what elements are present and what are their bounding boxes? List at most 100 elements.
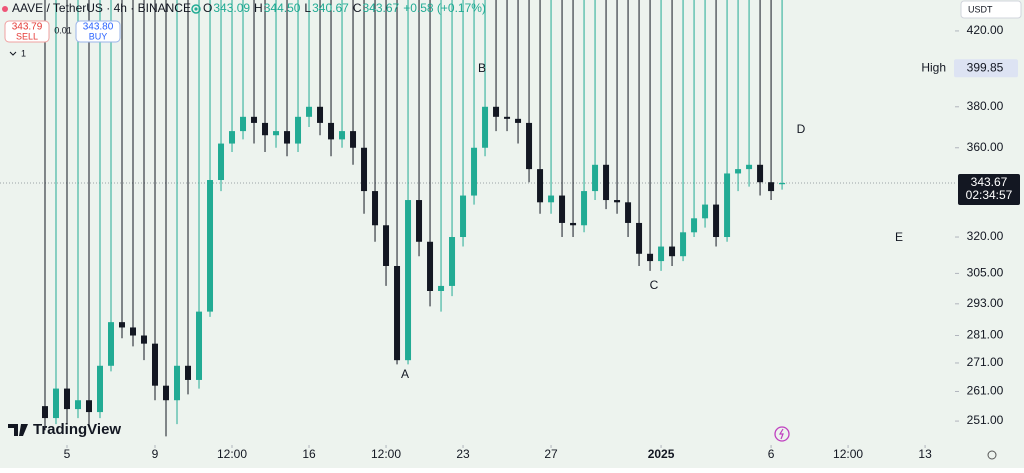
candle-body xyxy=(526,122,533,170)
candle-body xyxy=(85,400,92,413)
y-tick-label: 293.00 xyxy=(967,296,1004,310)
sell-button[interactable] xyxy=(4,20,50,43)
candle-body xyxy=(713,204,720,238)
candle-body xyxy=(207,180,214,312)
symbol: AAVE / TetherUS · 4h · BINANCE xyxy=(12,1,191,15)
brand: TradingView xyxy=(33,421,121,438)
x-tick-label: 12:00 xyxy=(833,447,863,461)
ohlc-value: 340.67 xyxy=(312,1,349,15)
y-tick-label: 271.00 xyxy=(967,355,1004,369)
candle-body xyxy=(559,195,566,223)
spread: 0.01 xyxy=(54,25,72,35)
candle-body xyxy=(581,191,588,226)
candle-body xyxy=(218,143,225,181)
candle-body xyxy=(603,164,610,201)
candle-body xyxy=(394,265,401,361)
buy-button[interactable] xyxy=(75,20,121,43)
candle-body xyxy=(746,164,753,170)
candle-body xyxy=(636,222,643,254)
wave-label: A xyxy=(401,367,409,381)
y-tick-label: 380.00 xyxy=(967,99,1004,113)
candle-body xyxy=(416,200,423,242)
ohlc-key: C xyxy=(353,1,362,15)
x-tick-label: 12:00 xyxy=(371,447,401,461)
candle-body xyxy=(614,200,621,203)
candle-body xyxy=(339,131,346,140)
x-tick-label: 6 xyxy=(768,447,775,461)
candle-body xyxy=(471,147,478,196)
candle-body xyxy=(273,131,280,136)
candle-body xyxy=(460,195,467,238)
ohlc-value: 343.09 xyxy=(213,1,250,15)
candle-body xyxy=(537,169,544,203)
indicators-count: 1 xyxy=(21,48,26,58)
candle-body xyxy=(63,388,70,410)
sell-label: SELL xyxy=(16,31,38,41)
symbol-icon xyxy=(2,6,8,12)
x-tick-label: 23 xyxy=(456,447,470,461)
ohlc-value: 343.67 xyxy=(362,1,399,15)
candle-body xyxy=(74,400,81,410)
change: +0.58 (+0.17%) xyxy=(403,1,486,15)
candle-body xyxy=(768,182,775,192)
x-tick-label: 27 xyxy=(544,447,558,461)
candle-body xyxy=(427,241,434,291)
currency-button[interactable] xyxy=(960,0,1022,19)
currency: USDT xyxy=(968,4,993,14)
candle-body xyxy=(328,122,335,140)
candle-body xyxy=(779,182,786,185)
candle-body xyxy=(108,322,115,366)
candle-body xyxy=(669,246,676,257)
settings-icon[interactable] xyxy=(987,450,997,460)
event-icon[interactable] xyxy=(774,426,790,442)
candle-body xyxy=(438,285,445,291)
ohlc-key: L xyxy=(304,1,311,15)
last-price: 343.67 xyxy=(971,175,1008,189)
candle-body xyxy=(680,232,687,257)
candle-body xyxy=(152,343,159,386)
wave-label: C xyxy=(650,278,659,292)
brand-logo xyxy=(8,424,28,436)
x-tick-label: 9 xyxy=(152,447,159,461)
x-tick-label: 13 xyxy=(918,447,932,461)
y-tick-label: 251.00 xyxy=(967,413,1004,427)
ohlc-key: O xyxy=(203,1,212,15)
candle-body xyxy=(119,322,126,328)
candle-body xyxy=(196,311,203,380)
candle-body xyxy=(691,218,698,233)
candle-body xyxy=(482,106,489,148)
x-tick-label: 5 xyxy=(64,447,71,461)
candle-body xyxy=(658,246,665,262)
high-label: High xyxy=(921,60,946,74)
x-tick-label: 16 xyxy=(302,447,316,461)
candle-body xyxy=(185,365,192,380)
candle-body xyxy=(240,116,247,132)
candle-body xyxy=(647,253,654,262)
candle-body xyxy=(702,204,709,219)
status-dot xyxy=(191,4,201,14)
candle-body xyxy=(306,106,313,117)
candle-body xyxy=(570,222,577,226)
candle-body xyxy=(405,200,412,361)
candle-body xyxy=(141,335,148,344)
candle-body xyxy=(262,122,269,136)
high-value: 399.85 xyxy=(967,60,1004,74)
candle-body xyxy=(449,237,456,286)
collapse-toggle[interactable] xyxy=(9,51,17,56)
candle-body xyxy=(592,164,599,192)
candle-body xyxy=(350,131,357,148)
candle-body xyxy=(52,388,59,419)
y-tick-label: 281.00 xyxy=(967,328,1004,342)
wave-label: D xyxy=(797,122,806,136)
last-price-tag xyxy=(958,173,1020,205)
candle-body xyxy=(229,131,236,144)
status-dot-inner xyxy=(194,7,198,11)
y-tick-label: 360.00 xyxy=(967,140,1004,154)
ohlc-key: H xyxy=(254,1,263,15)
candle-body xyxy=(284,131,291,144)
buy-label: BUY xyxy=(89,31,108,41)
candle-body xyxy=(548,195,555,203)
